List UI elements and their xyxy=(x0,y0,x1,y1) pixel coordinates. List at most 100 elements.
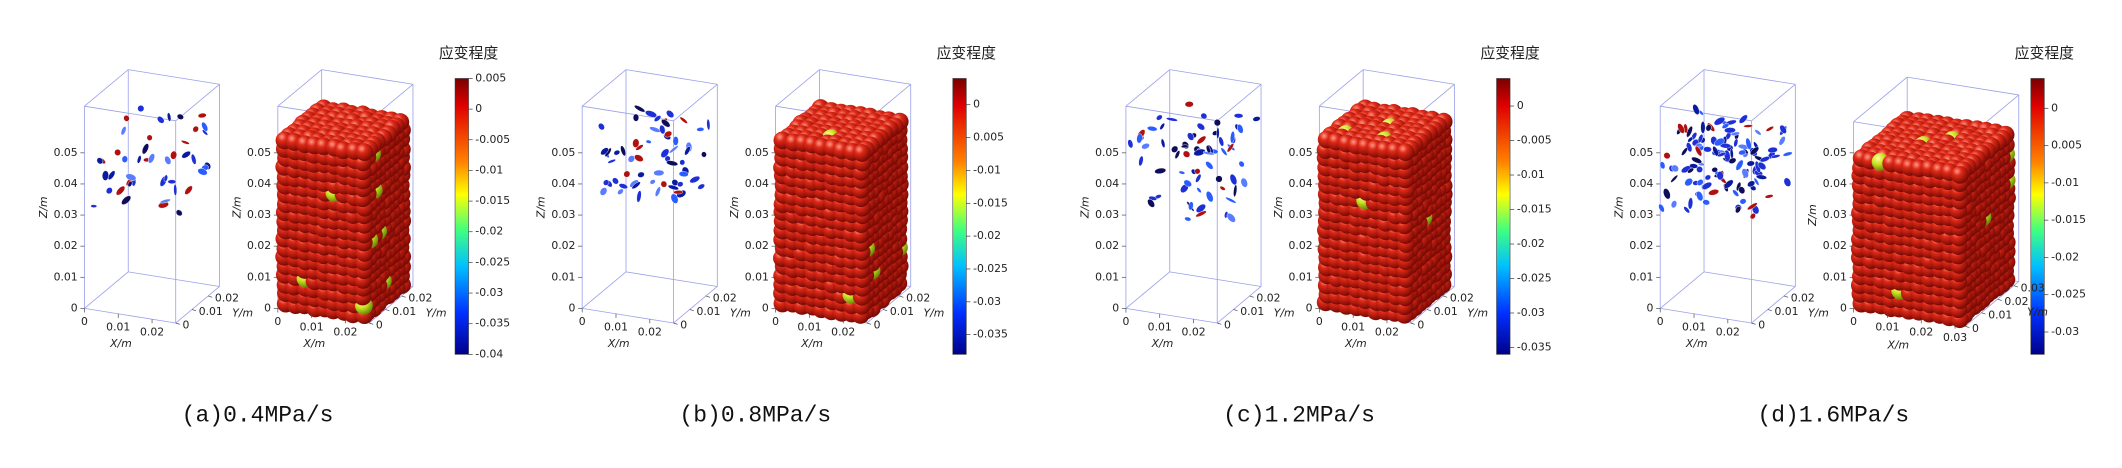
z-tick-label: 0.05 xyxy=(745,146,769,159)
fracture xyxy=(1741,168,1749,179)
fracture xyxy=(701,151,707,158)
box-edge xyxy=(1216,286,1262,324)
plot-3d xyxy=(275,69,414,325)
fracture xyxy=(121,155,128,163)
z-tick-label: 0 xyxy=(762,301,769,314)
fracture xyxy=(679,159,686,166)
y-tick xyxy=(689,309,694,312)
y-tick-label: 0.02 xyxy=(1256,292,1280,305)
fracture xyxy=(1721,123,1730,129)
z-axis-label: Z/m xyxy=(728,196,741,219)
y-axis-label: Y/m xyxy=(1808,307,1829,320)
y-tick xyxy=(1410,322,1415,325)
fracture xyxy=(1188,201,1194,211)
fracture xyxy=(1238,160,1245,168)
fracture xyxy=(141,143,149,155)
fracture xyxy=(1704,174,1712,181)
fracture xyxy=(1754,129,1762,136)
colorbar-tick-label: -0.035 xyxy=(1517,340,1552,353)
fracture xyxy=(1765,126,1774,132)
fracture xyxy=(631,181,641,190)
box-edge xyxy=(1125,307,1218,324)
colorbar-tick-label: -0.01 xyxy=(475,163,503,176)
fracture xyxy=(666,110,675,118)
fracture xyxy=(1716,171,1724,181)
y-axis-label: Y/m xyxy=(426,307,447,320)
box-edge xyxy=(1659,69,1705,107)
z-tick-label: 0.01 xyxy=(1095,270,1119,283)
fracture xyxy=(654,186,661,197)
y-tick xyxy=(1426,309,1432,312)
y-axis-label: Y/m xyxy=(1467,307,1488,320)
fracture xyxy=(1753,177,1760,186)
colorbar-tick-label: 0 xyxy=(475,102,482,115)
y-tick-label: 0.02 xyxy=(1791,292,1815,305)
fracture xyxy=(1778,136,1786,146)
x-tick-label: 0.01 xyxy=(1341,320,1365,333)
fracture xyxy=(176,113,184,120)
fracture xyxy=(1194,168,1201,175)
fracture xyxy=(617,188,624,195)
fracture xyxy=(173,184,178,196)
colorbar-tick-label: -0.025 xyxy=(973,262,1008,275)
fracture xyxy=(1717,152,1727,157)
fracture xyxy=(1205,161,1214,170)
z-tick-label: 0.03 xyxy=(247,208,271,221)
box-edge xyxy=(582,307,674,324)
fracture xyxy=(1683,206,1690,214)
box-edge xyxy=(84,307,176,324)
x-tick-label: 0 xyxy=(1316,315,1323,328)
box-edge xyxy=(1660,307,1752,324)
fracture xyxy=(1713,116,1726,126)
fracture xyxy=(1195,173,1202,183)
y-tick-label: 0.01 xyxy=(1988,308,2012,321)
z-tick-label: 0.02 xyxy=(551,239,575,252)
fracture xyxy=(1196,187,1202,193)
fracture xyxy=(121,195,132,205)
fracture xyxy=(1220,147,1228,156)
fracture xyxy=(673,190,684,195)
z-tick-label: 0.02 xyxy=(1629,239,1653,252)
fracture xyxy=(106,187,113,195)
colorbar-tick-label: -0.015 xyxy=(475,194,510,207)
y-tick-label: 0.03 xyxy=(2021,281,2045,294)
fracture xyxy=(192,125,199,133)
fracture xyxy=(197,168,208,176)
fracture xyxy=(1686,125,1693,138)
fracture xyxy=(175,209,183,217)
fracture xyxy=(1684,178,1693,187)
fracture xyxy=(1755,174,1768,180)
colorbar-tick-label: -0.03 xyxy=(973,295,1001,308)
fracture xyxy=(181,140,190,145)
fracture xyxy=(1184,101,1194,108)
y-tick xyxy=(1783,295,1789,298)
y-axis-label: Y/m xyxy=(730,307,751,320)
colorbar xyxy=(952,78,967,355)
fracture xyxy=(1156,114,1163,121)
fracture xyxy=(107,170,116,180)
fracture xyxy=(1694,145,1703,157)
y-tick xyxy=(1751,322,1756,325)
fracture xyxy=(1193,148,1206,157)
fracture xyxy=(696,127,705,132)
box-edge xyxy=(581,69,627,107)
x-tick-label: 0 xyxy=(772,315,779,328)
colorbar-tick-label: -0.01 xyxy=(1517,168,1545,181)
fracture xyxy=(159,198,171,204)
fracture xyxy=(660,180,668,188)
z-tick-label: 0.04 xyxy=(1629,177,1653,190)
colorbar-tick-label: -0.005 xyxy=(475,133,510,146)
fracture xyxy=(1196,122,1205,131)
y-tick-label: 0 xyxy=(1972,322,1979,335)
fracture xyxy=(660,148,670,158)
colorbar-tick-label: -0.035 xyxy=(973,328,1008,341)
fracture xyxy=(148,153,155,164)
fracture xyxy=(1677,123,1685,134)
x-tick-label: 0.01 xyxy=(604,320,628,333)
z-axis-label: Z/m xyxy=(230,196,243,219)
fracture xyxy=(636,190,642,203)
x-tick-label: 0.02 xyxy=(333,326,357,339)
fracture xyxy=(1230,130,1235,144)
box-edge xyxy=(1410,286,1455,324)
